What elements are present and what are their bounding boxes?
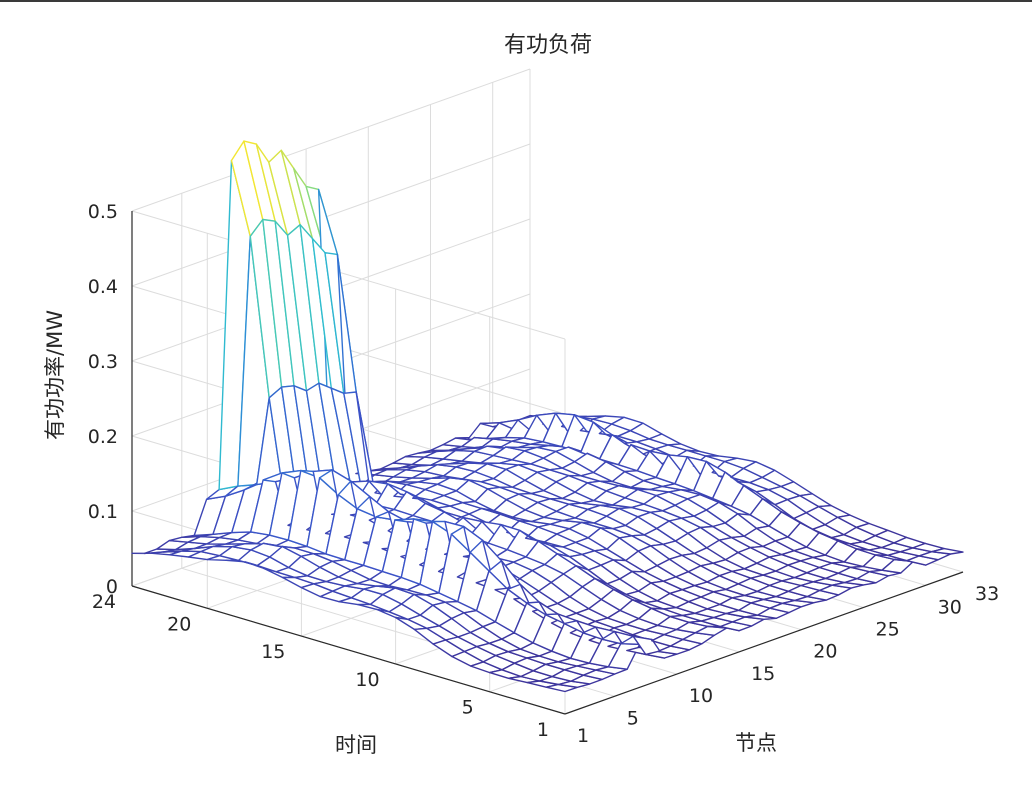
- x-tick-label: 15: [751, 663, 775, 685]
- top-frame-line: [0, 0, 1032, 2]
- y-tick-label: 1: [537, 719, 549, 741]
- z-tick-label: 0.4: [88, 276, 118, 298]
- y-axis-line: [131, 585, 566, 715]
- surface-mesh: [131, 140, 964, 693]
- z-tick-label: 0.1: [88, 501, 118, 523]
- x-tick-label: 20: [813, 641, 837, 663]
- x-tick-label: 10: [689, 685, 713, 707]
- z-tick-label: 0.5: [88, 201, 118, 223]
- chart-title: 有功负荷: [504, 33, 592, 58]
- y-tick-label: 24: [92, 591, 116, 613]
- y-tick-label: 5: [462, 697, 474, 719]
- z-tick-label: 0.3: [88, 351, 118, 373]
- y-axis-label: 时间: [335, 733, 377, 757]
- z-tick-label: 0.2: [88, 426, 118, 448]
- y-tick-label: 10: [355, 669, 379, 691]
- x-tick-label: 25: [876, 619, 900, 641]
- y-tick-label: 20: [167, 613, 191, 635]
- back-wall-grid-line: [131, 143, 531, 287]
- z-axis-label: 有功功率/MW: [43, 310, 67, 440]
- x-axis-line: [564, 571, 964, 715]
- x-axis-label: 节点: [735, 731, 777, 755]
- back-wall-grid-line: [131, 68, 531, 212]
- x-tick-label: 1: [577, 725, 589, 747]
- x-tick-label: 5: [627, 707, 639, 729]
- side-wall-grid-line: [131, 210, 566, 340]
- y-tick-label: 15: [261, 641, 285, 663]
- surface-cell: [931, 547, 964, 555]
- z-tick-label: 0: [106, 576, 118, 598]
- x-tick-label: 30: [938, 596, 962, 618]
- x-tick-label: 33: [975, 583, 999, 605]
